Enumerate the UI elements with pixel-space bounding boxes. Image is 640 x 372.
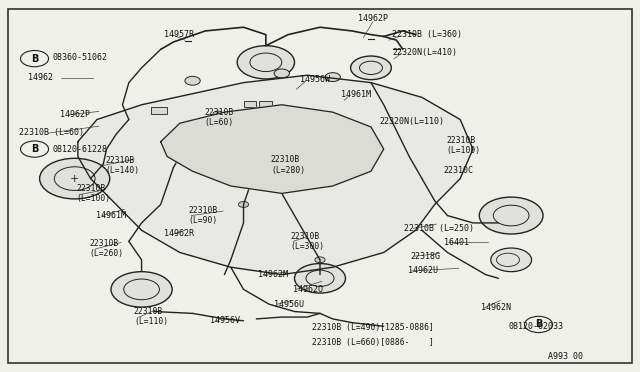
Text: 22310B
(L=260): 22310B (L=260) (90, 239, 124, 259)
Circle shape (491, 248, 532, 272)
Text: 22320N(L=110): 22320N(L=110) (380, 117, 444, 126)
Circle shape (213, 111, 223, 117)
Bar (151, 108, 167, 114)
Text: 14957R: 14957R (164, 30, 194, 39)
Text: 22310B
(L=100): 22310B (L=100) (77, 184, 111, 203)
Polygon shape (78, 75, 473, 275)
Text: 22310B
(L=280): 22310B (L=280) (271, 155, 305, 175)
Text: 14962P: 14962P (358, 14, 388, 23)
Text: 22310B (L=250): 22310B (L=250) (404, 224, 474, 233)
Text: 08120-62033: 08120-62033 (509, 322, 564, 331)
Text: 14961M: 14961M (96, 211, 125, 220)
Text: 22310B
(L=300): 22310B (L=300) (290, 232, 324, 251)
Circle shape (351, 56, 392, 80)
Text: B: B (31, 144, 38, 154)
Circle shape (111, 272, 172, 307)
Text: 22310B
(L=60): 22310B (L=60) (204, 108, 233, 127)
Text: 22310B
(L=140): 22310B (L=140) (105, 156, 140, 175)
Circle shape (264, 146, 274, 152)
Text: 14956W: 14956W (300, 75, 330, 84)
Circle shape (479, 197, 543, 234)
Text: 08120-61228: 08120-61228 (52, 145, 108, 154)
Text: B: B (31, 54, 38, 64)
Text: 14962M: 14962M (258, 270, 288, 279)
Circle shape (237, 46, 294, 79)
Text: 14962N: 14962N (481, 303, 511, 312)
FancyBboxPatch shape (8, 9, 632, 363)
Text: 14962P: 14962P (60, 109, 90, 119)
Circle shape (239, 202, 248, 208)
Text: 22310C: 22310C (443, 166, 473, 175)
Text: 08360-51062: 08360-51062 (52, 53, 108, 62)
Polygon shape (161, 105, 384, 193)
Text: 22310B (L=490)[1285-0886]: 22310B (L=490)[1285-0886] (312, 323, 434, 332)
Circle shape (274, 69, 289, 78)
Text: 14962: 14962 (28, 73, 53, 81)
Text: 14956U: 14956U (274, 300, 304, 309)
Text: 22310B
(L=110): 22310B (L=110) (134, 307, 168, 326)
Circle shape (325, 73, 340, 81)
Text: 14962O: 14962O (293, 285, 323, 294)
Text: 22310B (L=60): 22310B (L=60) (19, 128, 84, 137)
Text: A993 00: A993 00 (548, 352, 583, 361)
Text: 22310B (L=660)[0886-    ]: 22310B (L=660)[0886- ] (312, 338, 434, 347)
Text: 14961M: 14961M (341, 90, 371, 99)
Text: +: + (70, 174, 79, 184)
Text: 16401: 16401 (444, 238, 469, 247)
Text: 22310B (L=360): 22310B (L=360) (392, 30, 462, 39)
Bar (244, 101, 256, 107)
Text: 14962R: 14962R (164, 230, 194, 238)
Text: 22310B
(L=90): 22310B (L=90) (188, 206, 218, 225)
Text: 14962U: 14962U (408, 266, 438, 275)
Text: 22310B
(L=100): 22310B (L=100) (446, 136, 480, 155)
Circle shape (185, 76, 200, 85)
Text: 14956V: 14956V (211, 316, 241, 325)
Bar (259, 101, 272, 107)
Circle shape (294, 263, 346, 293)
Circle shape (276, 116, 287, 122)
Circle shape (315, 257, 325, 263)
Circle shape (40, 158, 109, 199)
Text: 22320N(L=410): 22320N(L=410) (392, 48, 457, 57)
Text: 22318G: 22318G (410, 251, 440, 261)
Text: B: B (535, 320, 542, 330)
